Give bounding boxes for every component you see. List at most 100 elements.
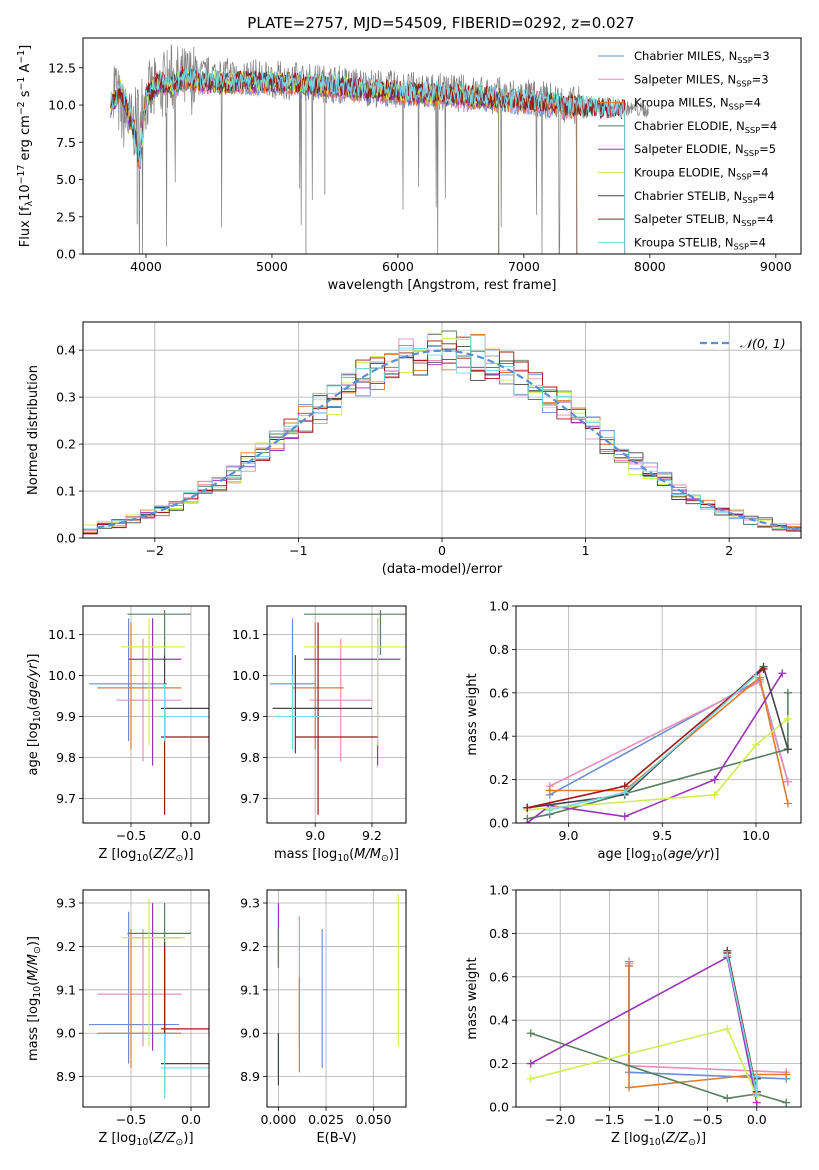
x-axis-label: mass [log10(M/M⊙)] — [274, 847, 399, 864]
series-marker — [723, 951, 732, 960]
y-axis-label: mass weight — [465, 673, 480, 755]
panel-weight-vs-Z: −2.0 −1.5 −1.0 −0.5 0.0 0.0 0.2 0.4 0.6 0.8 1.0 Z [… — [465, 883, 802, 1148]
point-kroupa-elodie — [121, 618, 185, 746]
x-tick-label: 0 — [438, 543, 446, 558]
y-tick-label: 0.0 — [489, 816, 509, 831]
axes-frame — [515, 605, 802, 824]
point-kroupa-miles — [97, 622, 182, 750]
series-marker — [710, 775, 719, 784]
x-tick-label: 10.0 — [742, 828, 770, 843]
series-marker — [523, 819, 532, 823]
plot-area — [277, 894, 399, 1086]
point-chabrier-elodie — [303, 610, 406, 656]
legend-label-kroupa-elodie: Kroupa ELODIE, NSSP=4 — [634, 166, 769, 182]
model-spectrum-salpeter-elodie — [110, 69, 500, 254]
y-tick-label: 0.2 — [56, 437, 76, 452]
y-tick-label: 10.0 — [48, 98, 76, 113]
series-marker — [752, 1089, 761, 1098]
y-tick-label: 9.7 — [240, 791, 260, 806]
y-tick-label: 0.0 — [56, 531, 76, 546]
y-tick-label: 1.0 — [489, 599, 509, 614]
x-tick-label: 0.000 — [261, 1112, 297, 1127]
y-axis-label: mass weight — [465, 957, 480, 1039]
y-tick-label: 9.2 — [240, 939, 260, 954]
y-tick-label: 9.3 — [240, 896, 260, 911]
panel-residuals: −2 −1 0 1 2 0.0 0.1 0.2 0.3 0.4 𝒩(0, 1) (data-model… — [26, 321, 802, 577]
legend-label-salpeter-elodie: Salpeter ELODIE, NSSP=5 — [634, 142, 776, 158]
series-marker — [620, 812, 629, 821]
point-chabrier-stelib — [272, 655, 372, 754]
point-kroupa-stelib — [161, 1033, 209, 1099]
y-tick-label: 0.6 — [489, 969, 509, 984]
series-marker — [783, 799, 792, 808]
series-marker — [752, 740, 760, 749]
axes-frame — [266, 605, 407, 824]
series-line — [549, 680, 789, 787]
x-tick-label: 6000 — [382, 259, 414, 274]
point-salpeter-miles — [97, 929, 182, 1047]
x-tick-label: 0.0 — [181, 828, 201, 843]
x-tick-label: 9.2 — [362, 828, 382, 843]
x-tick-label: 9.0 — [305, 828, 325, 843]
x-tick-label: −2.0 — [545, 1112, 575, 1127]
y-tick-label: 0.8 — [489, 926, 509, 941]
plot-area — [83, 330, 801, 535]
series-marker — [625, 961, 634, 970]
y-tick-label: 9.1 — [240, 982, 260, 997]
y-tick-label: 1.0 — [489, 883, 509, 898]
y-tick-label: 9.0 — [240, 1026, 260, 1041]
point-kroupa-miles — [97, 929, 182, 1068]
y-tick-label: 0.6 — [489, 685, 509, 700]
plot-area — [89, 610, 209, 815]
legend-label-normal: 𝒩(0, 1) — [740, 336, 786, 351]
x-tick-label: 0.050 — [356, 1112, 392, 1127]
y-axis-label: mass [log10(M/M⊙)] — [26, 936, 43, 1061]
x-axis-label: Z [log10(Z/Z⊙)] — [98, 1131, 193, 1148]
series-marker — [783, 745, 792, 754]
y-tick-label: 7.5 — [56, 135, 76, 150]
histogram-salpeter-stelib — [83, 340, 801, 535]
x-tick-label: 0.0 — [747, 1112, 767, 1127]
y-tick-label: 0.1 — [56, 484, 76, 499]
normal-curve — [97, 349, 801, 531]
x-axis-label: age [log10(age/yr)] — [597, 847, 719, 864]
y-tick-label: 10.0 — [48, 668, 76, 683]
series-line — [549, 678, 789, 796]
series-kroupa-stelib — [545, 671, 760, 814]
panel-spectrum: 4000 5000 6000 7000 8000 9000 0.0 2.5 5.0 7.5 10.0… — [16, 37, 802, 293]
series-marker — [759, 664, 768, 673]
point-kroupa-elodie — [121, 898, 185, 1047]
x-tick-label: 9.0 — [559, 828, 579, 843]
series-chabrier-elodie — [526, 1029, 791, 1107]
series-line — [526, 672, 783, 823]
x-tick-label: 0.0 — [181, 1112, 201, 1127]
y-tick-label: 0.4 — [489, 1013, 509, 1028]
series-marker — [752, 1072, 761, 1081]
x-tick-label: 2 — [725, 543, 733, 558]
y-tick-label: 9.9 — [240, 709, 260, 724]
legend-label-chabrier-elodie: Chabrier ELODIE, NSSP=4 — [634, 119, 777, 135]
x-axis-label: Z [log10(Z/Z⊙)] — [98, 847, 193, 864]
series-line — [549, 676, 789, 804]
x-tick-label: −1 — [289, 543, 307, 558]
point-chabrier-stelib — [161, 655, 209, 738]
y-tick-label: 9.1 — [56, 982, 76, 997]
x-axis-label: (data-model)/error — [382, 562, 503, 577]
point-chabrier-miles — [89, 618, 167, 742]
series-salpeter-elodie — [523, 669, 787, 823]
x-tick-label: 1 — [582, 543, 590, 558]
x-tick-label: −1.0 — [643, 1112, 673, 1127]
panel-age-vs-Z: −0.5 0.0 9.7 9.8 9.9 10.0 10.1 Z [log10(Z/Z⊙)] a… — [26, 605, 210, 864]
y-tick-label: 9.2 — [56, 939, 76, 954]
series-marker — [545, 786, 554, 795]
legend-label-kroupa-stelib: Kroupa STELIB, NSSP=4 — [634, 235, 766, 251]
series-marker — [523, 803, 532, 812]
series-marker — [710, 790, 719, 799]
x-axis-label: wavelength [Angstrom, rest frame] — [328, 278, 557, 293]
x-tick-label: −1.5 — [594, 1112, 624, 1127]
model-spectrum-kroupa-stelib — [110, 66, 626, 254]
x-tick-label: 5000 — [256, 259, 288, 274]
series-kroupa-elodie — [526, 1024, 761, 1101]
series-marker — [526, 1074, 535, 1083]
